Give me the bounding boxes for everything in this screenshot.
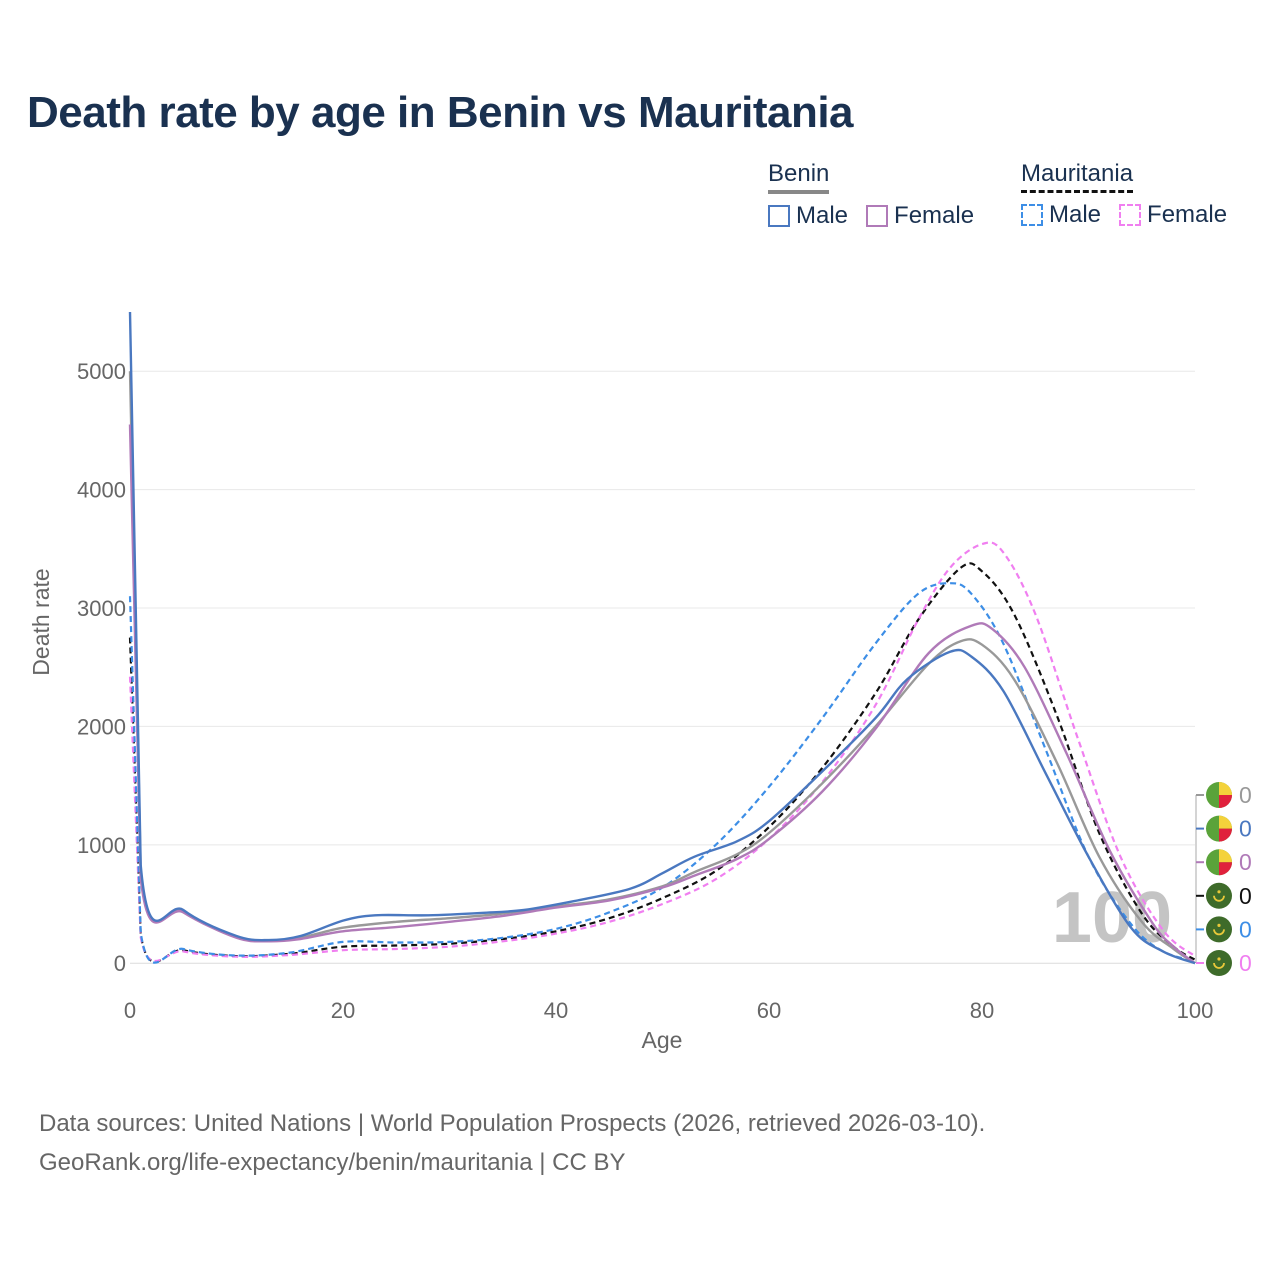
y-tick-label: 3000 <box>77 596 126 621</box>
legend-swatch-icon <box>866 205 889 227</box>
x-tick-label: 60 <box>757 998 781 1023</box>
end-value-label: 0 <box>1239 883 1252 909</box>
footer: Data sources: United Nations | World Pop… <box>39 1104 985 1182</box>
x-axis-ticks: 0 20 40 60 80 100 <box>124 998 1213 1023</box>
source-link[interactable]: GeoRank.org/life-expectancy/benin/maurit… <box>39 1149 626 1176</box>
mauritania-flag-icon <box>1206 950 1232 976</box>
series-line-mauritania-female <box>128 541 1196 962</box>
data-source-text: Data sources: United Nations | World Pop… <box>39 1110 986 1137</box>
mauritania-crescent <box>1213 929 1225 936</box>
benin-flag-red <box>1219 862 1232 876</box>
benin-flag-red <box>1219 828 1232 842</box>
legend-label: Male <box>1049 201 1102 228</box>
series-line-benin-female <box>128 424 1196 965</box>
end-value-label: 0 <box>1239 950 1252 976</box>
y-tick-label: 5000 <box>77 359 126 384</box>
legend-item-mauritania-male[interactable]: Male <box>1021 201 1101 229</box>
mauritania-crescent <box>1213 895 1225 902</box>
end-markers: 0 0 0 0 0 0 <box>1195 782 1252 976</box>
end-value-label: 0 <box>1239 849 1252 875</box>
legend-item-mauritania-female[interactable]: Female <box>1119 201 1227 229</box>
x-tick-label: 100 <box>1177 998 1214 1023</box>
x-tick-label: 80 <box>970 998 994 1023</box>
legend-swatch-icon <box>1021 204 1043 226</box>
x-tick-label: 0 <box>124 998 136 1023</box>
series-line-mauritania-both <box>128 562 1196 963</box>
benin-flag-yellow <box>1219 782 1232 795</box>
series-lines <box>128 311 1196 965</box>
legend-group-title-mauritania[interactable]: Mauritania <box>1021 160 1134 193</box>
series-line-benin-male <box>128 311 1196 965</box>
legend-item-benin-male[interactable]: Male <box>768 202 848 230</box>
y-tick-label: 4000 <box>77 478 126 503</box>
benin-flag-yellow <box>1219 815 1232 829</box>
end-value-label: 0 <box>1239 816 1252 842</box>
end-value-label: 0 <box>1239 782 1252 808</box>
legend-label: Female <box>1147 201 1228 228</box>
benin-flag-red <box>1219 795 1232 808</box>
x-tick-label: 40 <box>544 998 568 1023</box>
x-axis-label: Age <box>642 1027 683 1053</box>
y-tick-label: 2000 <box>77 714 126 739</box>
legend-swatch-icon <box>1119 204 1142 226</box>
y-axis-ticks: 0 1000 2000 3000 4000 5000 <box>77 359 126 976</box>
mauritania-flag-icon <box>1206 882 1232 909</box>
legend-label: Female <box>894 202 975 229</box>
mauritania-crescent <box>1213 962 1225 969</box>
end-value-label: 0 <box>1239 916 1252 942</box>
benin-flag-yellow <box>1219 849 1232 863</box>
mauritania-flag-icon <box>1206 916 1232 943</box>
legend-group-benin: Benin Male Female <box>768 160 974 230</box>
legend-group-mauritania: Mauritania Male Female <box>1021 160 1227 229</box>
x-tick-label: 20 <box>331 998 355 1023</box>
mauritania-star <box>1217 890 1221 894</box>
y-axis-label: Death rate <box>28 568 54 675</box>
legend-item-benin-female[interactable]: Female <box>866 202 974 230</box>
series-line-mauritania-male <box>128 582 1196 964</box>
mauritania-star <box>1217 923 1221 928</box>
legend-group-title-benin[interactable]: Benin <box>768 160 830 194</box>
legend-swatch-icon <box>768 205 790 227</box>
grid <box>130 370 1195 964</box>
chart-title: Death rate by age in Benin vs Mauritania <box>27 88 854 137</box>
y-tick-label: 1000 <box>77 833 126 858</box>
mauritania-star <box>1217 957 1221 961</box>
y-tick-label: 0 <box>114 951 126 976</box>
legend-label: Male <box>796 202 849 229</box>
